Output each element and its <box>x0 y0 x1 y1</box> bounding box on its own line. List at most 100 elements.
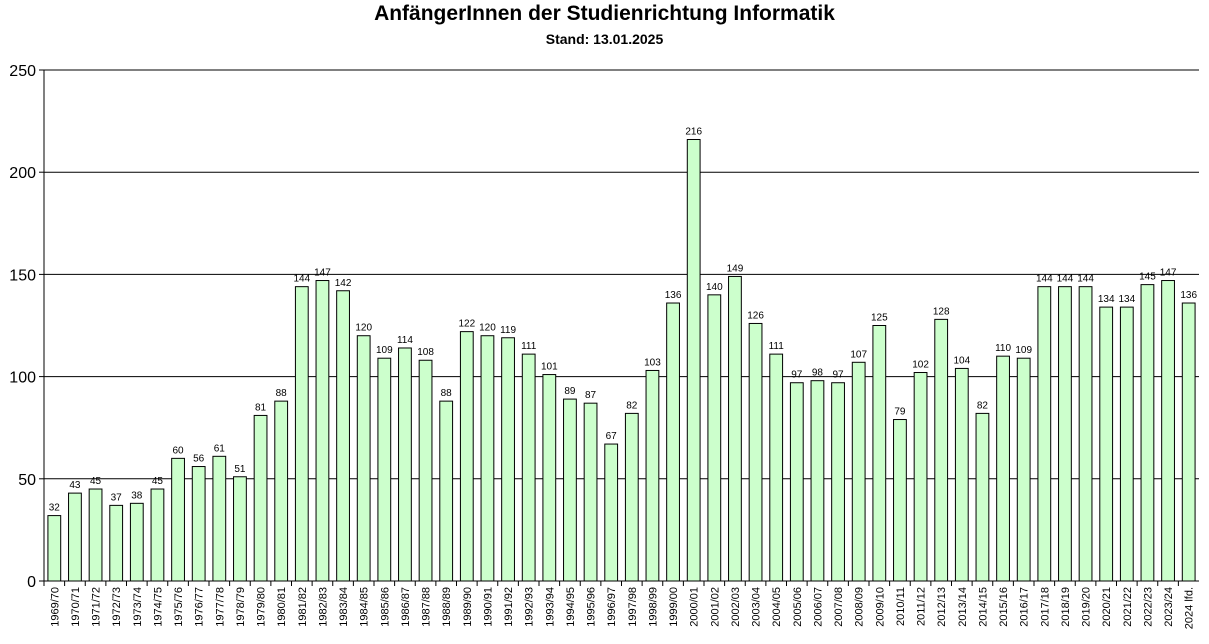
x-tick-label: 2014/15 <box>977 587 989 627</box>
bar <box>1119 306 1134 582</box>
x-tick-label: 2016/17 <box>1019 587 1031 627</box>
data-label: 37 <box>111 492 123 503</box>
bar <box>459 331 474 582</box>
x-tick-label: 1997/98 <box>627 587 639 627</box>
data-label: 144 <box>1036 274 1053 285</box>
data-label: 101 <box>541 362 558 373</box>
data-label: 111 <box>769 341 785 352</box>
x-tick-label: 1971/72 <box>91 587 103 627</box>
bar <box>542 374 557 582</box>
bar <box>604 443 619 582</box>
data-label: 145 <box>1139 272 1156 283</box>
bar <box>975 412 990 582</box>
bar <box>769 353 784 582</box>
y-tick-label: 200 <box>9 165 36 182</box>
data-label: 82 <box>977 400 989 411</box>
data-label: 111 <box>521 341 537 352</box>
bar <box>728 275 742 582</box>
data-label: 82 <box>626 400 638 411</box>
bar <box>191 466 206 582</box>
data-label: 136 <box>665 290 682 301</box>
bar <box>831 382 845 582</box>
bar <box>171 457 185 582</box>
x-tick-label: 2013/14 <box>957 587 969 627</box>
bar <box>47 515 62 582</box>
x-tick-label: 2024 lfd. <box>1184 587 1196 629</box>
bars <box>47 138 1196 582</box>
data-label: 43 <box>69 480 81 491</box>
x-tick-label: 1972/73 <box>111 587 123 627</box>
data-label: 114 <box>397 335 413 346</box>
bar <box>851 361 866 582</box>
x-tick-label: 1976/77 <box>194 587 206 627</box>
x-tick-label: 1983/84 <box>338 587 350 627</box>
x-tick-label: 2009/10 <box>874 587 886 627</box>
data-label: 136 <box>1180 290 1197 301</box>
x-tick-label: 1985/86 <box>379 587 391 627</box>
bar <box>563 398 577 582</box>
y-tick-label: 250 <box>9 63 36 80</box>
data-label: 149 <box>727 263 744 274</box>
x-tick-label: 1984/85 <box>359 587 371 627</box>
x-tick-label: 2023/24 <box>1163 587 1175 627</box>
bar <box>356 335 371 582</box>
bar <box>913 372 928 582</box>
x-tick-label: 2022/23 <box>1142 587 1154 627</box>
bar <box>789 382 804 582</box>
bar <box>398 347 412 582</box>
data-label: 126 <box>747 310 764 321</box>
bar <box>1161 280 1175 582</box>
x-tick-label: 1975/76 <box>173 587 185 627</box>
x-tick-label: 1970/71 <box>70 587 82 627</box>
x-tick-label: 2005/06 <box>792 587 804 627</box>
x-tick-label: 2002/03 <box>730 587 742 627</box>
data-label: 144 <box>1057 274 1074 285</box>
bar <box>996 355 1010 582</box>
data-label: 120 <box>479 323 496 334</box>
x-tick-label: 2000/01 <box>689 587 701 627</box>
x-tick-label: 2020/21 <box>1101 587 1113 627</box>
bar <box>1181 302 1196 582</box>
bar <box>872 325 887 582</box>
bar <box>1016 357 1031 582</box>
chart-subtitle: Stand: 13.01.2025 <box>545 31 664 47</box>
x-tick-label: 2021/22 <box>1122 587 1134 627</box>
x-tick-label: 2004/05 <box>771 587 783 627</box>
x-tick-label: 1996/97 <box>606 587 618 627</box>
x-tick-label: 2008/09 <box>854 587 866 627</box>
x-tick-label: 1978/79 <box>235 587 247 627</box>
bar <box>624 412 639 582</box>
x-tick-label: 1988/89 <box>441 587 453 627</box>
x-tick-label: 1994/95 <box>565 587 577 627</box>
x-tick-label: 1980/81 <box>276 587 288 627</box>
bar <box>88 488 103 582</box>
bar <box>212 455 227 582</box>
x-tick-label: 1998/99 <box>647 587 659 627</box>
bar <box>583 402 598 582</box>
bar <box>294 286 309 582</box>
bar <box>954 367 969 582</box>
data-label: 109 <box>1015 345 1032 356</box>
data-label: 51 <box>234 464 246 475</box>
data-label: 134 <box>1098 294 1115 305</box>
bar <box>645 369 660 582</box>
x-tick-label: 1993/94 <box>544 587 556 627</box>
data-label: 56 <box>193 454 205 465</box>
data-label: 147 <box>314 268 331 279</box>
data-label: 144 <box>293 274 310 285</box>
data-label: 140 <box>706 282 723 293</box>
bar <box>1099 306 1114 582</box>
y-tick-labels: 0 50 100 150 200 250 <box>9 63 36 591</box>
x-tick-label: 1982/83 <box>317 587 329 627</box>
bar <box>377 357 392 582</box>
bar <box>893 419 907 582</box>
x-tick-label: 2015/16 <box>998 587 1010 627</box>
bar <box>1037 286 1052 582</box>
x-tick-label: 2007/08 <box>833 587 845 627</box>
data-label: 97 <box>791 370 803 381</box>
data-label: 147 <box>1160 268 1177 279</box>
data-label: 108 <box>417 347 434 358</box>
axes <box>39 69 1199 586</box>
x-tick-label: 2019/20 <box>1081 587 1093 627</box>
